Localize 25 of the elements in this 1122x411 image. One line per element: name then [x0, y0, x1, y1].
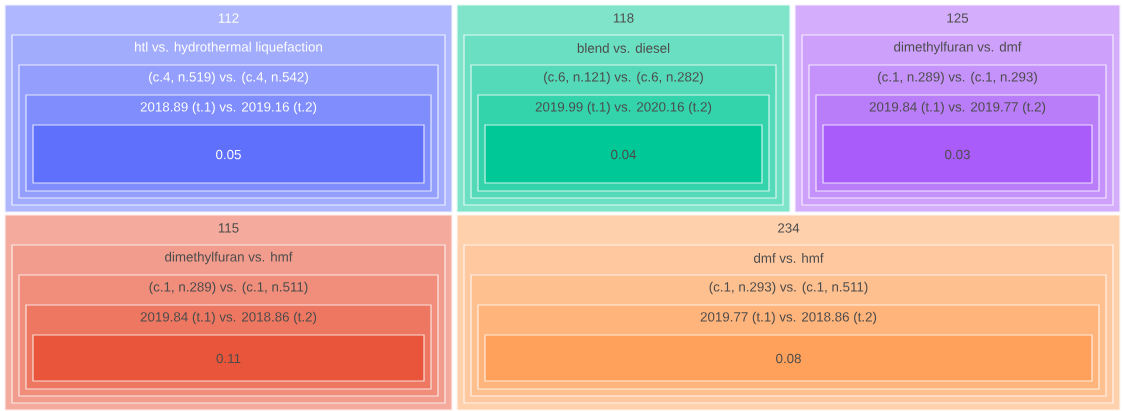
text: htl vs. hydrothermal liquefaction: [135, 41, 322, 55]
text: 115: [218, 223, 239, 233]
text: 112: [218, 13, 239, 23]
text: dmf vs. hmf: [754, 253, 824, 263]
text: (c.1, n.289) vs. (c.1, n.511): [149, 281, 308, 295]
text: 234: [778, 223, 800, 233]
text: 125: [947, 13, 969, 23]
text: dimethylfuran vs. dmf: [894, 41, 1022, 55]
text: 2019.84 (t.1) vs. 2019.77 (t.2): [869, 101, 1046, 115]
text: (c.1, n.289) vs. (c.1, n.293): [878, 71, 1037, 85]
text: (c.4, n.519) vs. (c.4, n.542): [149, 71, 308, 85]
text: 2018.89 (t.1) vs. 2019.16 (t.2): [140, 101, 317, 115]
text: 118: [613, 13, 634, 23]
text: dimethylfuran vs. hmf: [165, 251, 293, 265]
data-label: 0.03: [945, 149, 970, 160]
text: 2019.99 (t.1) vs. 2020.16 (t.2): [535, 101, 712, 115]
data-label: 0.08: [776, 353, 801, 364]
text: 2019.77 (t.1) vs. 2018.86 (t.2): [700, 311, 877, 325]
data-label: 0.11: [216, 353, 241, 364]
text: (c.1, n.293) vs. (c.1, n.511): [709, 281, 868, 295]
text: blend vs. diesel: [577, 43, 670, 53]
text: 2019.84 (t.1) vs. 2018.86 (t.2): [140, 311, 317, 325]
data-label: 0.04: [611, 149, 637, 160]
data-label: 0.05: [216, 149, 241, 160]
text: (c.6, n.121) vs. (c.6, n.282): [544, 71, 703, 85]
